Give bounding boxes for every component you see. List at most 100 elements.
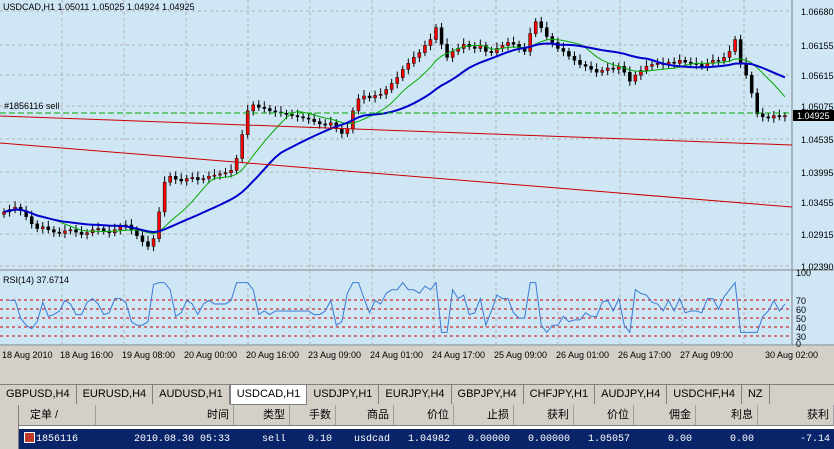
candle-body — [406, 63, 411, 70]
time-axis-bar — [0, 346, 834, 363]
rsi-tick-label: 30 — [796, 332, 806, 342]
candle-body — [567, 51, 571, 57]
chart-tab[interactable]: USDCHF,H4 — [667, 385, 742, 404]
candle-body — [46, 226, 51, 230]
time-axis-label: 18 Aug 2010 — [2, 350, 53, 360]
candle-body — [74, 229, 78, 233]
terminal-column-header[interactable]: 定单 / — [0, 405, 96, 425]
candle-body — [401, 69, 405, 78]
candle-body — [683, 60, 687, 63]
order-cell: 1.05057 — [587, 433, 630, 445]
candle-body — [373, 95, 377, 99]
candle-body — [306, 117, 311, 120]
time-axis-label: 26 Aug 17:00 — [618, 350, 671, 360]
order-cell: usdcad — [353, 433, 390, 445]
candle-body — [207, 175, 211, 179]
candle-body — [428, 39, 433, 46]
terminal-column-header[interactable]: 价位 — [574, 405, 634, 425]
terminal-panel: 定单 / 时间 类型 手数 商品 价位 止损 获利 价位 佣金 利息 获利 1856116 2010.0… — [0, 405, 834, 449]
candle-body — [755, 92, 759, 115]
candle-body — [101, 228, 106, 232]
terminal-column-header[interactable]: 时间 — [96, 405, 234, 425]
candle-body — [450, 51, 455, 58]
sell-order-icon — [24, 432, 35, 443]
order-line-label: #1856116 sell — [4, 101, 59, 111]
candle-body — [157, 211, 161, 239]
candle-body — [234, 158, 239, 171]
chart-tab[interactable]: CHFJPY,H1 — [524, 385, 596, 404]
terminal-column-header[interactable]: 获利 — [758, 405, 834, 425]
terminal-column-header[interactable]: 手数 — [290, 405, 336, 425]
chart-header: USDCAD,H1 1.05011 1.05025 1.04924 1.0492… — [3, 2, 194, 12]
candle-body — [212, 174, 217, 177]
current-price-label: 1.04925 — [797, 111, 830, 121]
candle-body — [777, 115, 782, 118]
chart-tab[interactable]: EURJPY,H4 — [379, 385, 452, 404]
chart-canvas[interactable]: 1.06680 1.06155 1.05615 1.05075 1.04535 1.039… — [0, 0, 834, 363]
terminal-column-header[interactable]: 价位 — [394, 405, 454, 425]
order-cell: 0.00000 — [527, 433, 570, 445]
candle-body — [495, 48, 499, 53]
candle-body — [229, 170, 233, 173]
candle-body — [744, 63, 748, 76]
candle-body — [2, 211, 6, 215]
chart-tab[interactable]: AUDUSD,H1 — [153, 385, 230, 404]
chart-tab[interactable]: USDJPY,H1 — [307, 385, 380, 404]
chart-tab[interactable]: GBPJPY,H4 — [452, 385, 524, 404]
candle-body — [528, 33, 532, 52]
candle-body — [384, 89, 388, 95]
price-chart[interactable]: 1.06680 1.06155 1.05615 1.05075 1.04535 1.039… — [0, 0, 834, 363]
candle-body — [644, 66, 649, 71]
candle-body — [63, 230, 67, 234]
candle-body — [655, 63, 660, 65]
chart-tab[interactable]: NZ — [742, 385, 770, 404]
candle-body — [412, 57, 416, 64]
terminal-column-header[interactable]: 利息 — [696, 405, 758, 425]
candle-body — [628, 71, 632, 82]
chart-tab[interactable]: USDCAD,H1 — [229, 385, 308, 405]
candle-body — [223, 172, 228, 175]
candle-body — [506, 42, 510, 46]
candle-body — [356, 98, 361, 112]
rsi-label: RSI(14) 37.6714 — [3, 275, 69, 285]
candle-body — [190, 177, 195, 179]
time-axis-label: 27 Aug 09:00 — [680, 350, 733, 360]
candle-body — [41, 226, 45, 229]
chart-tab[interactable]: GBPUSD,H4 — [0, 385, 77, 404]
candle-body — [240, 134, 244, 159]
candle-body — [146, 241, 150, 247]
candle-body — [251, 104, 255, 112]
order-cell: 0.00 — [729, 433, 754, 445]
rsi-tick-label: 0 — [796, 339, 801, 349]
candle-body — [611, 67, 615, 70]
rsi-pane — [0, 270, 834, 345]
candle-body — [539, 21, 543, 28]
candle-body — [168, 175, 172, 183]
trendline-upper — [0, 115, 793, 146]
terminal-column-header[interactable]: 商品 — [336, 405, 394, 425]
candle-body — [295, 115, 300, 118]
chart-tab[interactable]: AUDJPY,H4 — [595, 385, 668, 404]
terminal-column-header[interactable]: 获利 — [514, 405, 574, 425]
candle-body — [367, 95, 372, 99]
time-axis-label: 18 Aug 16:00 — [60, 350, 113, 360]
terminal-column-header[interactable]: 止损 — [454, 405, 514, 425]
candle-body — [533, 21, 538, 34]
terminal-column-header[interactable]: 类型 — [234, 405, 290, 425]
order-row[interactable]: 1856116 2010.08.30 05:33 sell 0.10 usdcad 1.0… — [0, 429, 834, 449]
price-tick-label: 1.03455 — [801, 198, 834, 208]
chart-tabs: GBPUSD,H4 EURUSD,H4 AUDUSD,H1 USDCAD,H1 USDJ… — [0, 384, 834, 405]
order-cell: 2010.08.30 05:33 — [133, 433, 230, 445]
chart-tab[interactable]: EURUSD,H4 — [77, 385, 154, 404]
candle-body — [329, 122, 333, 126]
candle-body — [589, 66, 593, 70]
candle-body — [605, 67, 610, 71]
terminal-column-header[interactable]: 佣金 — [634, 405, 696, 425]
candle-body — [772, 115, 776, 119]
terminal-header: 定单 / 时间 类型 手数 商品 价位 止损 获利 价位 佣金 利息 获利 — [0, 405, 834, 426]
order-cell: 0.00000 — [467, 433, 510, 445]
candle-body — [473, 46, 477, 49]
candle-body — [312, 118, 316, 122]
candle-body — [511, 42, 516, 45]
candle-body — [201, 178, 206, 181]
